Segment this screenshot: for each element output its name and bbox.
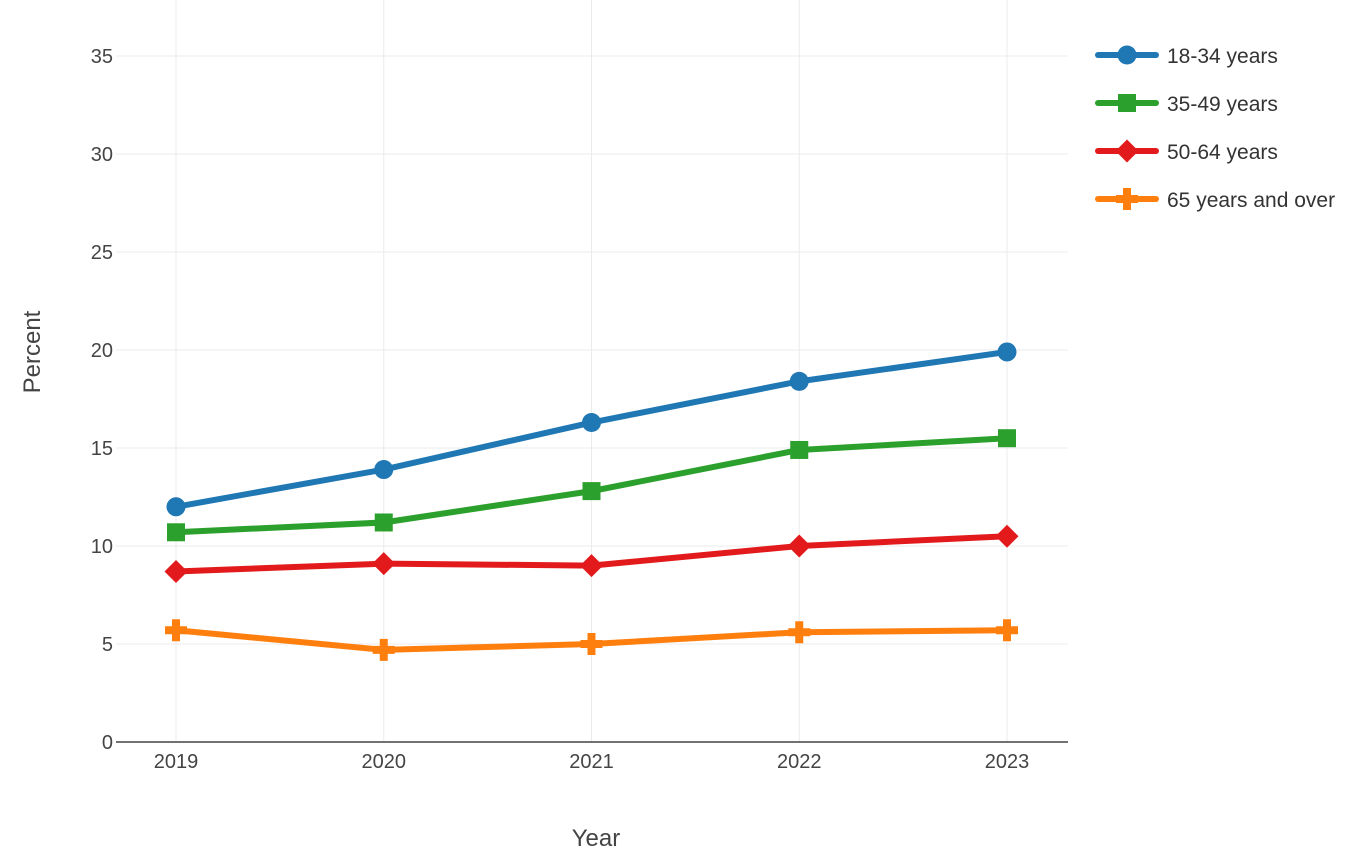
- data-point: [166, 497, 186, 517]
- y-axis-title: Percent: [19, 310, 46, 393]
- data-point: [996, 619, 1018, 642]
- legend-label: 35-49 years: [1167, 93, 1278, 116]
- legend-marker: [1118, 94, 1136, 112]
- series-4: [165, 619, 1018, 661]
- y-tick-label: 10: [91, 536, 113, 558]
- data-point: [787, 534, 811, 558]
- data-point: [167, 523, 185, 542]
- legend-item[interactable]: 50-64 years: [1095, 139, 1278, 165]
- legend-marker: [1117, 45, 1137, 65]
- data-point: [580, 633, 603, 655]
- axes: 2019 2020 2021 2022 2023 0 5 10 15 20 25 30 35: [91, 46, 1068, 773]
- x-axis-title: Year: [572, 825, 621, 852]
- data-point: [789, 371, 809, 391]
- x-tick-label: 2019: [154, 751, 199, 773]
- data-point: [372, 638, 395, 661]
- data-point: [790, 440, 809, 459]
- data-point: [164, 559, 188, 583]
- legend-marker: [1116, 188, 1138, 210]
- data-point: [372, 552, 396, 576]
- y-tick-label: 15: [91, 438, 113, 460]
- legend-item[interactable]: 18-34 years: [1095, 45, 1278, 68]
- legend-marker: [1115, 139, 1139, 163]
- data-point: [582, 482, 601, 501]
- x-tick-label: 2022: [777, 751, 822, 773]
- legend-label: 50-64 years: [1167, 141, 1278, 164]
- y-tick-label: 5: [102, 634, 113, 656]
- data-point: [997, 342, 1017, 362]
- y-tick-label: 0: [102, 732, 113, 754]
- data-point: [165, 619, 187, 642]
- data-point: [580, 554, 603, 578]
- x-tick-label: 2020: [362, 751, 407, 773]
- y-tick-label: 20: [91, 340, 113, 362]
- series-2: [167, 429, 1016, 542]
- y-tick-label: 35: [91, 46, 113, 68]
- legend-label: 65 years and over: [1167, 189, 1335, 212]
- data-point: [582, 413, 601, 433]
- data-point: [998, 429, 1016, 448]
- series-1: [166, 342, 1017, 517]
- legend[interactable]: 18-34 years 35-49 years 50-64 years 65 year…: [1095, 45, 1335, 212]
- x-tick-label: 2023: [985, 751, 1030, 773]
- data-point: [374, 460, 394, 480]
- y-tick-label: 25: [91, 242, 113, 264]
- legend-item[interactable]: 35-49 years: [1095, 93, 1278, 116]
- data-point: [374, 513, 393, 532]
- data-point: [995, 524, 1019, 548]
- x-tick-label: 2021: [569, 751, 614, 773]
- data-point: [788, 621, 811, 644]
- series-3: [164, 524, 1019, 583]
- y-tick-label: 30: [91, 144, 113, 166]
- series-group: [164, 342, 1019, 661]
- legend-item[interactable]: 65 years and over: [1095, 188, 1335, 212]
- legend-label: 18-34 years: [1167, 45, 1278, 68]
